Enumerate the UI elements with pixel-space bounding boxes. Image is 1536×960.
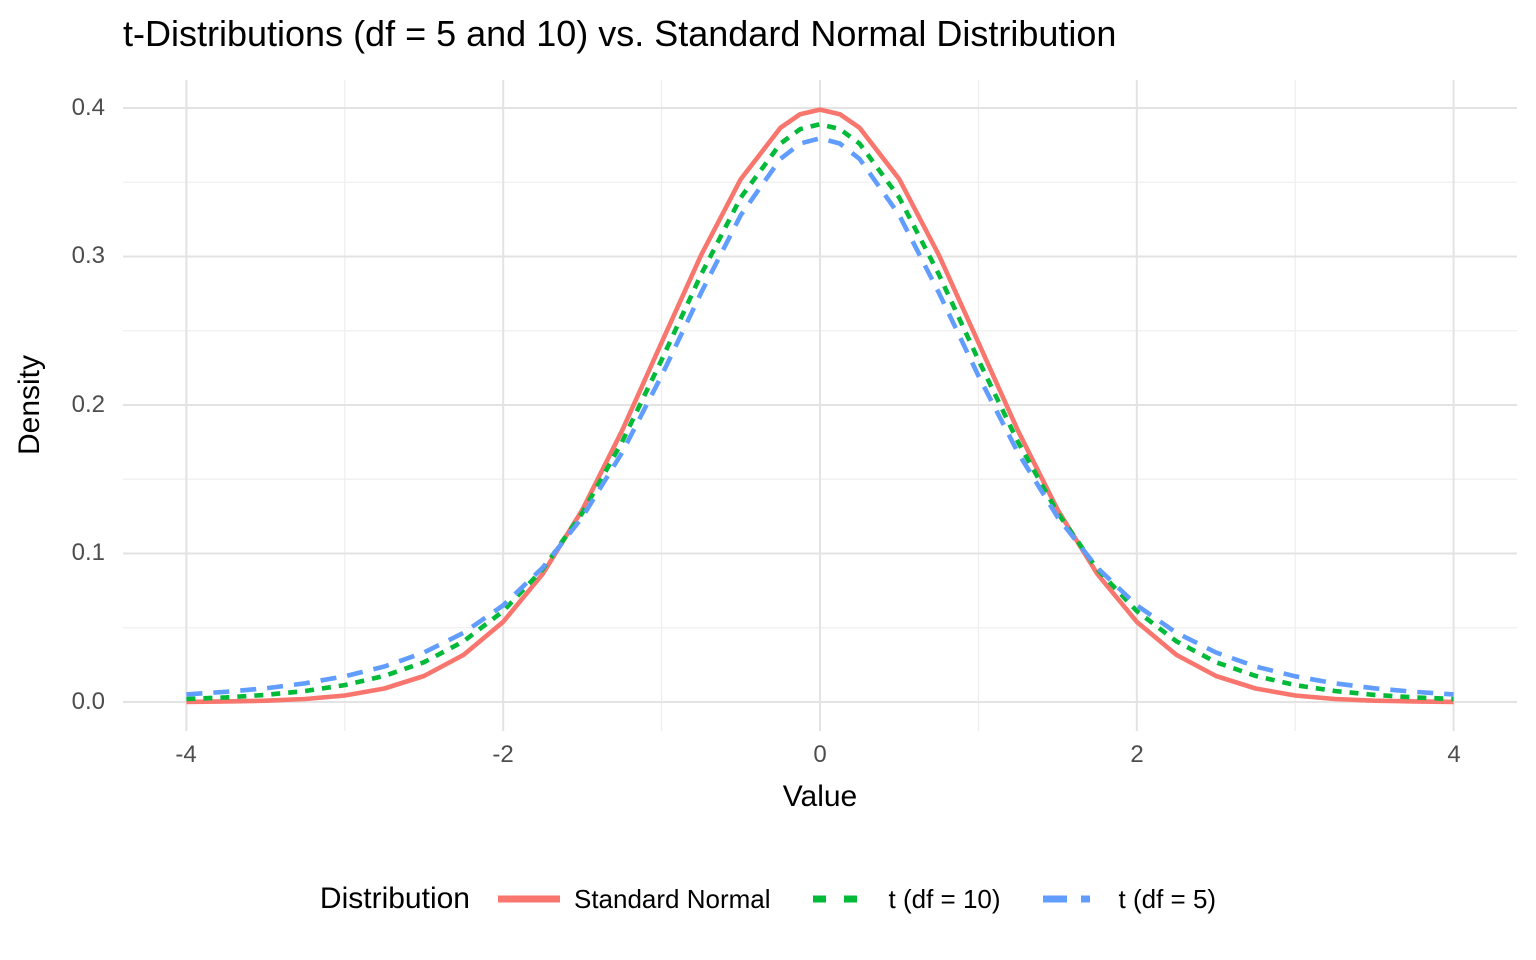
legend-entry-standard-normal: Standard Normal <box>497 883 771 915</box>
y-tick-label-0-2: 0.2 <box>71 391 105 418</box>
legend-entry-t-df-5: t (df = 5) <box>1042 883 1217 915</box>
legend-entry-t-df-10: t (df = 10) <box>812 883 1001 915</box>
x-axis-title: Value <box>782 780 858 813</box>
legend-key-dashed-line-icon <box>1042 895 1105 903</box>
x-tick-label-0: 0 <box>813 741 827 768</box>
legend: Distribution Standard Normal t (df = 10)… <box>0 876 1536 922</box>
y-tick-label-0-0: 0.0 <box>71 688 105 715</box>
legend-label-t-df-10: t (df = 10) <box>888 883 1001 914</box>
legend-title: Distribution <box>319 882 470 915</box>
x-tick-label-2: 2 <box>1130 741 1144 768</box>
y-tick-label-0-3: 0.3 <box>71 242 105 269</box>
legend-key-dotted-line-icon <box>812 895 875 903</box>
x-tick-label-neg2: -2 <box>492 741 514 768</box>
legend-label-standard-normal: Standard Normal <box>573 883 771 914</box>
chart-title: t-Distributions (df = 5 and 10) vs. Stan… <box>123 13 1117 54</box>
x-tick-label-4: 4 <box>1447 741 1461 768</box>
x-tick-label-neg4: -4 <box>175 741 197 768</box>
legend-key-solid-line-icon <box>497 895 560 903</box>
legend-label-t-df-5: t (df = 5) <box>1118 883 1217 914</box>
y-tick-label-0-4: 0.4 <box>71 94 105 121</box>
y-tick-label-0-1: 0.1 <box>71 539 105 566</box>
